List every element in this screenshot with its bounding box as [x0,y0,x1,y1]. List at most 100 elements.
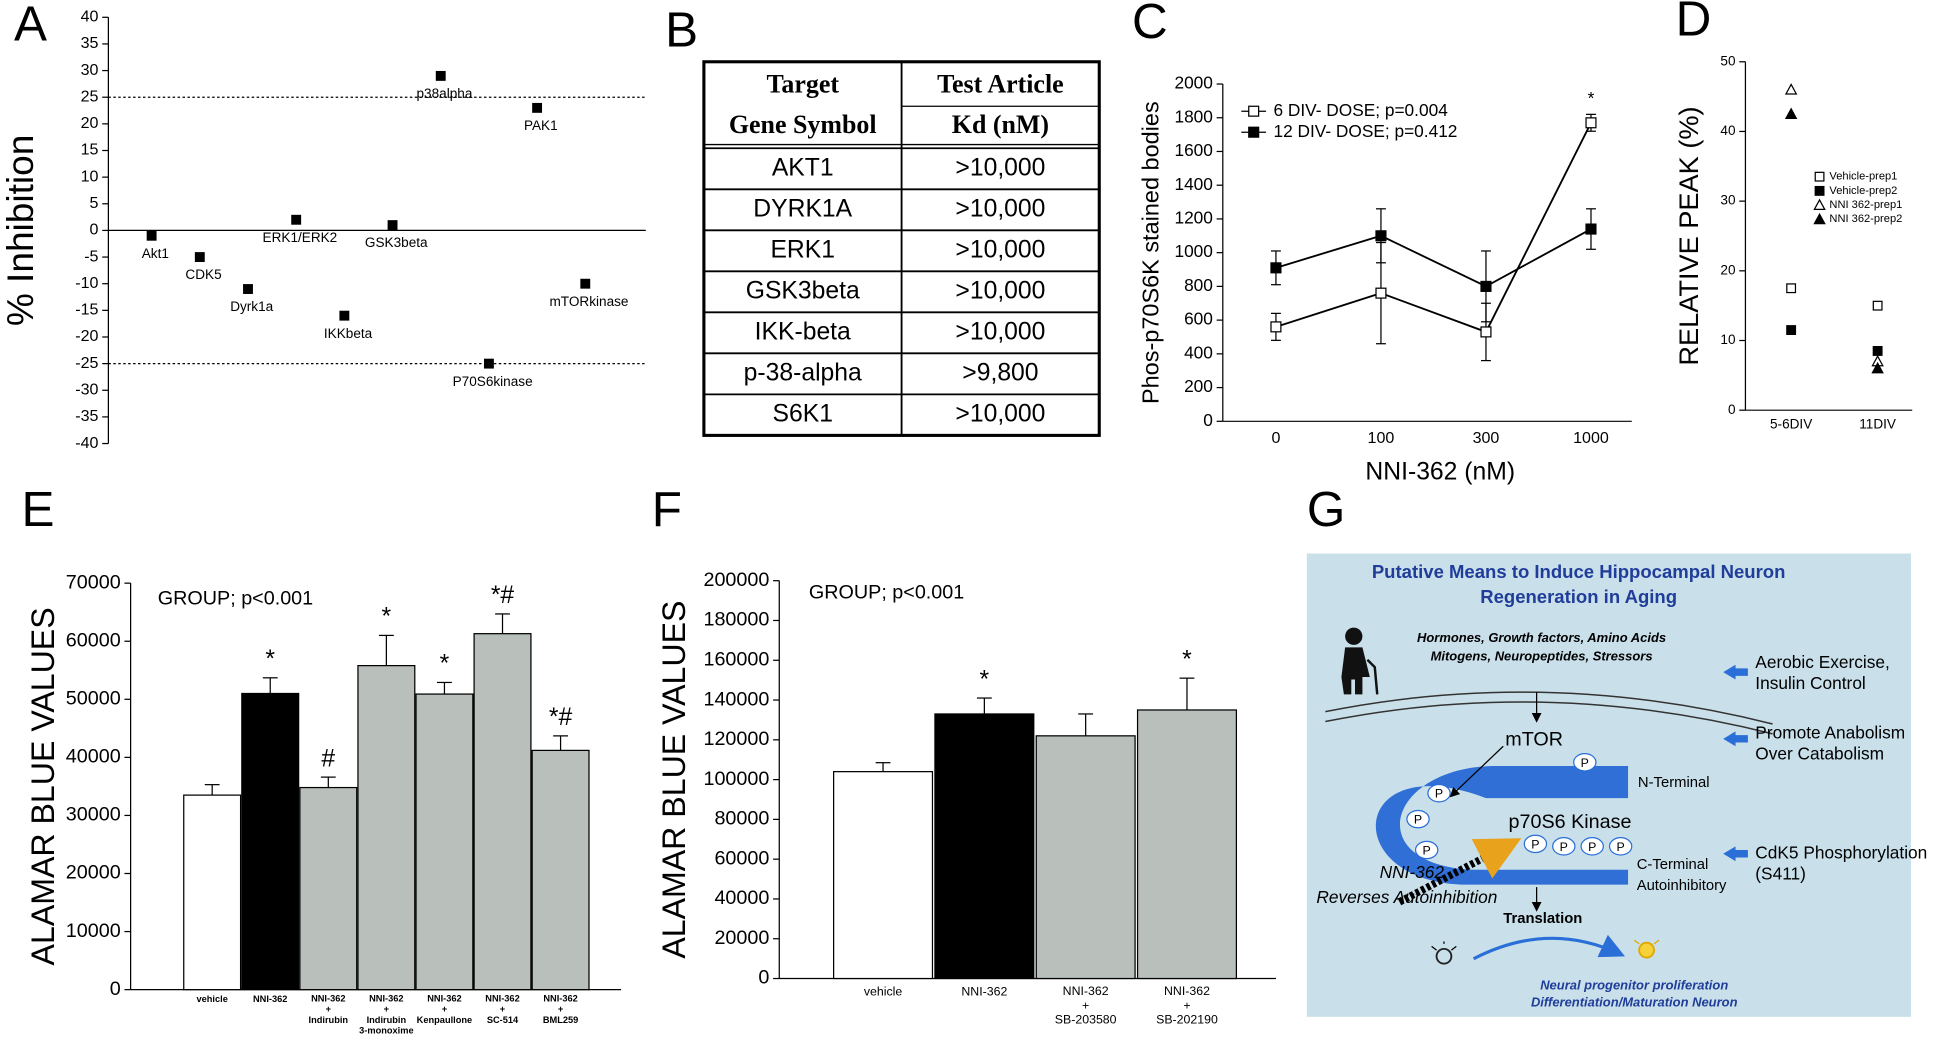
phospho-label: P [1588,840,1596,854]
c-terminal: Autoinhibitory [1637,878,1727,894]
panel-label: A [14,0,47,51]
point-label: p38alpha [416,86,472,101]
y-tick-label: 180000 [703,609,769,631]
x-tick-label: NNI-362 + BML259 [543,994,578,1025]
y-tick-label: 0 [90,221,99,239]
y-tick-label: 5 [90,194,99,212]
legend-label: 6 DIV- DOSE; p=0.004 [1273,100,1448,120]
arrow [1449,745,1504,798]
y-tick-label: 200000 [703,569,769,591]
legend-marker [1813,212,1826,225]
point [532,102,543,113]
table-cell: >10,000 [955,154,1045,181]
y-tick-label: 100000 [703,768,769,790]
point [1375,287,1387,299]
legend-label: 12 DIV- DOSE; p=0.412 [1273,121,1457,141]
point-label: Dyrk1a [230,299,273,314]
significance: * [1182,646,1192,673]
point [194,252,205,263]
significance: * [265,646,275,673]
y-tick-label: 30 [1720,193,1736,208]
y-tick-label: 600 [1184,309,1213,329]
phospho-badge [1523,834,1548,854]
table-cell: >10,000 [955,195,1045,222]
x-tick-label: 11DIV [1859,417,1896,432]
outcome-text: Differentiation/Maturation Neuron [1531,995,1738,1010]
diagram: G Putative Means to Induce Hippocampal N… [1306,482,1927,1017]
y-tick-label: 40 [81,8,99,26]
kinase-band [1375,766,1629,885]
y-tick-label: 400 [1184,342,1213,362]
person-icon [1341,627,1379,695]
bar [833,771,934,980]
y-tick-label: 25 [81,87,99,105]
y-axis-label: % Inhibition [0,135,41,327]
y-tick-label: 70000 [66,571,121,593]
membrane [1325,691,1773,725]
y-tick-label: 10 [81,167,99,185]
table-header: Gene Symbol [729,110,877,139]
n-terminal: N-Terminal [1638,775,1710,791]
membrane [1325,701,1773,735]
panel-label: B [665,2,698,57]
legend-label: Vehicle-prep2 [1829,185,1897,197]
significance: # [321,745,335,772]
y-tick-label: 1000 [1174,241,1212,261]
y-tick-label: 0 [110,978,121,1000]
x-tick-label: 0 [1271,429,1280,447]
bar [357,664,416,991]
y-tick-label: 40000 [66,746,121,768]
point [580,278,591,289]
point-label: Akt1 [142,246,169,261]
mtor-label: mTOR [1505,728,1563,750]
y-tick-label: 800 [1184,275,1213,295]
significance: * [1588,88,1595,108]
y-tick-label: 40 [1720,123,1736,138]
legend-marker [1814,171,1825,182]
bar [1035,735,1136,980]
y-tick-label: 1200 [1174,207,1212,227]
y-tick-label: 30 [81,61,99,79]
y-tick-label: 60000 [714,847,769,869]
bar [299,786,358,991]
input-text: Hormones, Growth factors, Amino Acids [1417,630,1666,645]
x-tick-label: NNI-362 [253,994,287,1004]
point [483,358,494,369]
legend-marker [1248,105,1260,117]
point-label: CDK5 [185,267,221,282]
y-axis-label: ALAMAR BLUE VALUES [25,607,61,965]
bar [1136,709,1238,980]
y-tick-label: 50 [1720,53,1736,68]
y-tick-label: 80000 [714,808,769,830]
phospho-label: P [1581,756,1589,770]
legend-label: NNI 362-prep1 [1829,199,1902,211]
y-tick-label: -20 [75,327,98,345]
diagram-title: Regeneration in Aging [1480,586,1677,607]
point [1480,326,1492,338]
y-tick-label: 40000 [714,887,769,909]
intervention-text: Insulin Control [1755,673,1865,693]
y-tick-label: -30 [75,381,98,399]
phospho-label: P [1435,787,1443,801]
arc-arrow [1472,934,1626,961]
intervention-text: Aerobic Exercise, [1755,652,1889,672]
y-tick-label: 20000 [66,862,121,884]
x-tick-label: vehicle [864,984,903,998]
y-tick-label: -15 [75,301,98,319]
panel-label: D [1676,0,1712,46]
table-cell: >10,000 [955,236,1045,263]
phospho-badge [1552,837,1576,856]
x-axis-label: NNI-362 (nM) [1365,459,1515,486]
x-tick-label: 1000 [1573,429,1609,447]
y-tick-label: 160000 [703,648,769,670]
y-tick-label: 10000 [66,920,121,942]
phospho-badge [1573,753,1597,772]
point [339,310,350,321]
y-tick-label: 0 [1728,402,1736,417]
y-tick-label: -35 [75,407,98,425]
input-text: Mitogens, Neuropeptides, Stressors [1431,649,1653,664]
x-tick-label: NNI-362 + Indirubin 3-monoxime [359,994,413,1036]
table-header: Kd (nM) [952,110,1049,139]
point [1784,107,1798,119]
panel-label: E [21,482,54,537]
